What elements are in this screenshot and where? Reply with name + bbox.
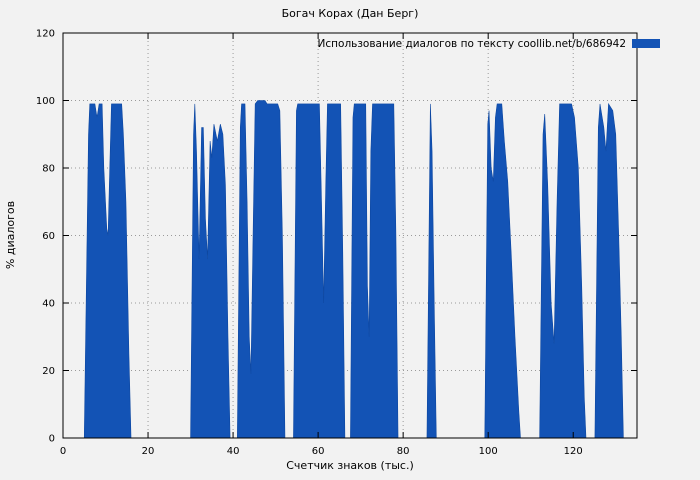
x-tick-label: 40: [227, 446, 240, 457]
y-tick-label: 120: [36, 29, 55, 40]
y-tick-label: 20: [42, 366, 55, 377]
y-tick-label: 80: [42, 164, 55, 175]
x-tick-label: 0: [60, 446, 66, 457]
x-tick-label: 20: [142, 446, 155, 457]
legend: Использование диалогов по тексту coollib…: [318, 38, 660, 50]
x-tick-label: 80: [397, 446, 410, 457]
axis-ticks: [62, 32, 637, 439]
tick-labels: 0 20 40 60 80 100 120 0 20 40 60 80 100 120: [36, 29, 583, 458]
x-tick-label: 120: [564, 446, 583, 457]
chart-title: Богач Корах (Дан Берг): [282, 7, 419, 20]
y-tick-label: 100: [36, 96, 55, 107]
y-tick-label: 0: [49, 434, 55, 445]
y-tick-label: 60: [42, 231, 55, 242]
data-area-series: [83, 100, 624, 439]
x-axis-label: Счетчик знаков (тыс.): [286, 459, 414, 472]
legend-swatch: [632, 39, 660, 48]
x-tick-label: 60: [312, 446, 325, 457]
y-tick-label: 40: [42, 299, 55, 310]
y-axis-label: % диалогов: [4, 201, 17, 269]
x-tick-label: 100: [479, 446, 498, 457]
legend-label: Использование диалогов по тексту coollib…: [318, 38, 626, 50]
